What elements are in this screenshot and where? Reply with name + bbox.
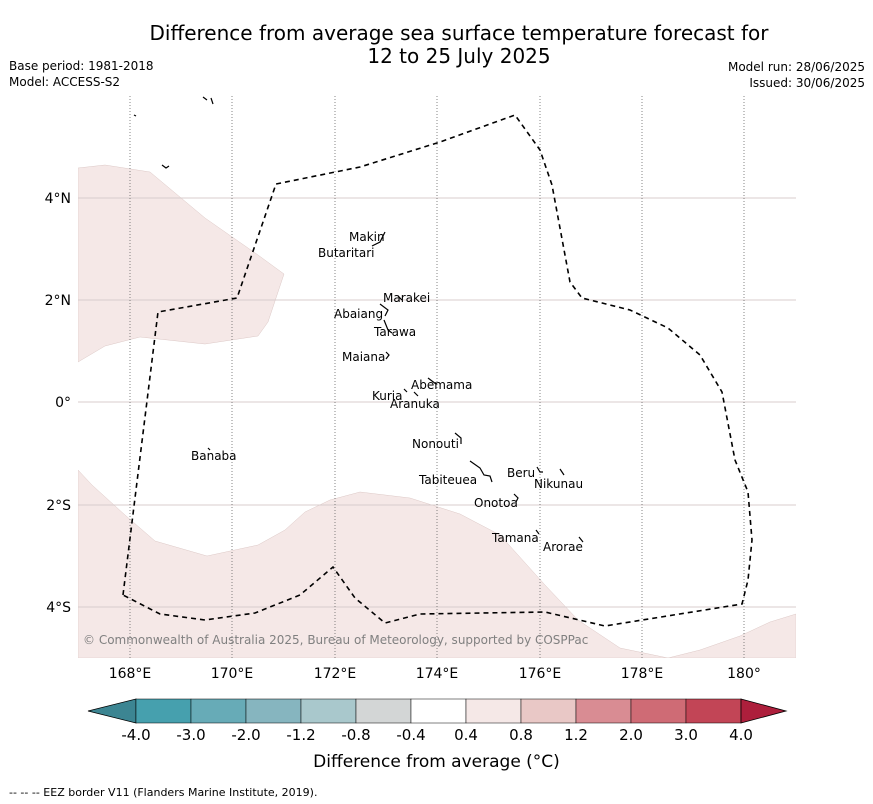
longitude-gridlines	[129, 96, 745, 658]
place-labels: Makin Butaritari Marakei Abaiang Tarawa …	[191, 230, 583, 554]
x-tick-168e: 168°E	[109, 666, 152, 682]
colorbar-label: Difference from average (°C)	[313, 752, 560, 772]
colorbar-segment	[410, 698, 467, 724]
colorbar-segment	[135, 698, 192, 724]
colorbar-tick-label: 1.2	[564, 726, 588, 744]
place-label-tabiteuea: Tabiteuea	[418, 473, 477, 487]
place-label-onotoa: Onotoa	[474, 496, 518, 510]
colorbar-tick-label: -0.8	[341, 726, 371, 744]
colorbar-arrow-high	[740, 698, 788, 724]
warm-anomaly-north	[78, 164, 285, 363]
colorbar-segment	[575, 698, 632, 724]
base-period: Base period: 1981-2018	[9, 59, 154, 73]
model-run: Model run: 28/06/2025	[727, 60, 865, 74]
place-label-tamana: Tamana	[491, 531, 539, 545]
y-tick-2s: 2°S	[46, 498, 71, 514]
colorbar-segment	[300, 698, 357, 724]
meta-left: Base period: 1981-2018 Model: ACCESS-S2	[9, 58, 154, 90]
place-label-aranuka: Aranuka	[390, 397, 440, 411]
colorbar-tick-label: 0.4	[454, 726, 478, 744]
colorbar-segment	[465, 698, 522, 724]
colorbar-segment	[245, 698, 302, 724]
x-tick-172e: 172°E	[314, 666, 357, 682]
title-line-1: Difference from average sea surface temp…	[149, 21, 769, 45]
place-label-makin: Makin	[349, 230, 385, 244]
x-tick-170e: 170°E	[211, 666, 254, 682]
map-frame: Makin Butaritari Marakei Abaiang Tarawa …	[78, 96, 796, 658]
place-label-nikunau: Nikunau	[534, 477, 583, 491]
place-label-banaba: Banaba	[191, 449, 237, 463]
island-outlines	[133, 96, 584, 543]
x-tick-180: 180°	[727, 666, 761, 682]
colorbar-tick-label: -2.0	[231, 726, 261, 744]
map-title: Difference from average sea surface temp…	[0, 22, 873, 68]
x-tick-178e: 178°E	[621, 666, 664, 682]
y-tick-0: 0°	[55, 395, 71, 411]
x-tick-174e: 174°E	[416, 666, 459, 682]
colorbar-arrow-low	[87, 698, 137, 724]
colorbar-tick-label: 4.0	[729, 726, 753, 744]
title-line-2: 12 to 25 July 2025	[367, 44, 551, 68]
colorbar-tick-label: -3.0	[176, 726, 206, 744]
place-label-abaiang: Abaiang	[334, 307, 383, 321]
model-name: Model: ACCESS-S2	[9, 75, 121, 89]
x-axis-labels: 168°E 170°E 172°E 174°E 176°E 178°E 180°	[109, 666, 761, 682]
y-tick-2n: 2°N	[45, 293, 71, 309]
place-label-arorae: Arorae	[543, 540, 583, 554]
colorbar-segment	[630, 698, 687, 724]
meta-right: Model run: 28/06/2025 Issued: 30/06/2025	[728, 59, 865, 91]
colorbar-tick-label: -1.2	[286, 726, 316, 744]
colorbar-tick-label: 2.0	[619, 726, 643, 744]
x-tick-176e: 176°E	[519, 666, 562, 682]
place-label-kuria: Kuria	[372, 389, 403, 403]
y-tick-4s: 4°S	[46, 600, 71, 616]
copyright-notice: © Commonwealth of Australia 2025, Bureau…	[83, 633, 588, 647]
colorbar-tick-label: 0.8	[509, 726, 533, 744]
colorbar-tick-label: -0.4	[396, 726, 426, 744]
colorbar-tick-label: -4.0	[121, 726, 151, 744]
place-label-nonouti: Nonouti	[412, 437, 459, 451]
colorbar-segment	[355, 698, 412, 724]
colorbar-segment	[190, 698, 247, 724]
issued-date: Issued: 30/06/2025	[749, 76, 865, 90]
eez-legend-note: -- -- -- EEZ border V11 (Flanders Marine…	[9, 786, 318, 799]
place-label-marakei: Marakei	[383, 291, 430, 305]
place-label-maiana: Maiana	[342, 350, 385, 364]
place-label-abemama: Abemama	[411, 378, 472, 392]
place-label-tarawa: Tarawa	[373, 325, 416, 339]
place-label-butaritari: Butaritari	[318, 246, 375, 260]
colorbar-segment	[685, 698, 742, 724]
place-label-beru: Beru	[507, 466, 535, 480]
eez-border	[122, 114, 753, 627]
y-axis-labels: 4°N 2°N 0° 2°S 4°S	[45, 191, 72, 616]
colorbar-segment	[520, 698, 577, 724]
colorbar	[87, 698, 788, 724]
y-tick-4n: 4°N	[45, 191, 71, 207]
colorbar-tick-label: 3.0	[674, 726, 698, 744]
